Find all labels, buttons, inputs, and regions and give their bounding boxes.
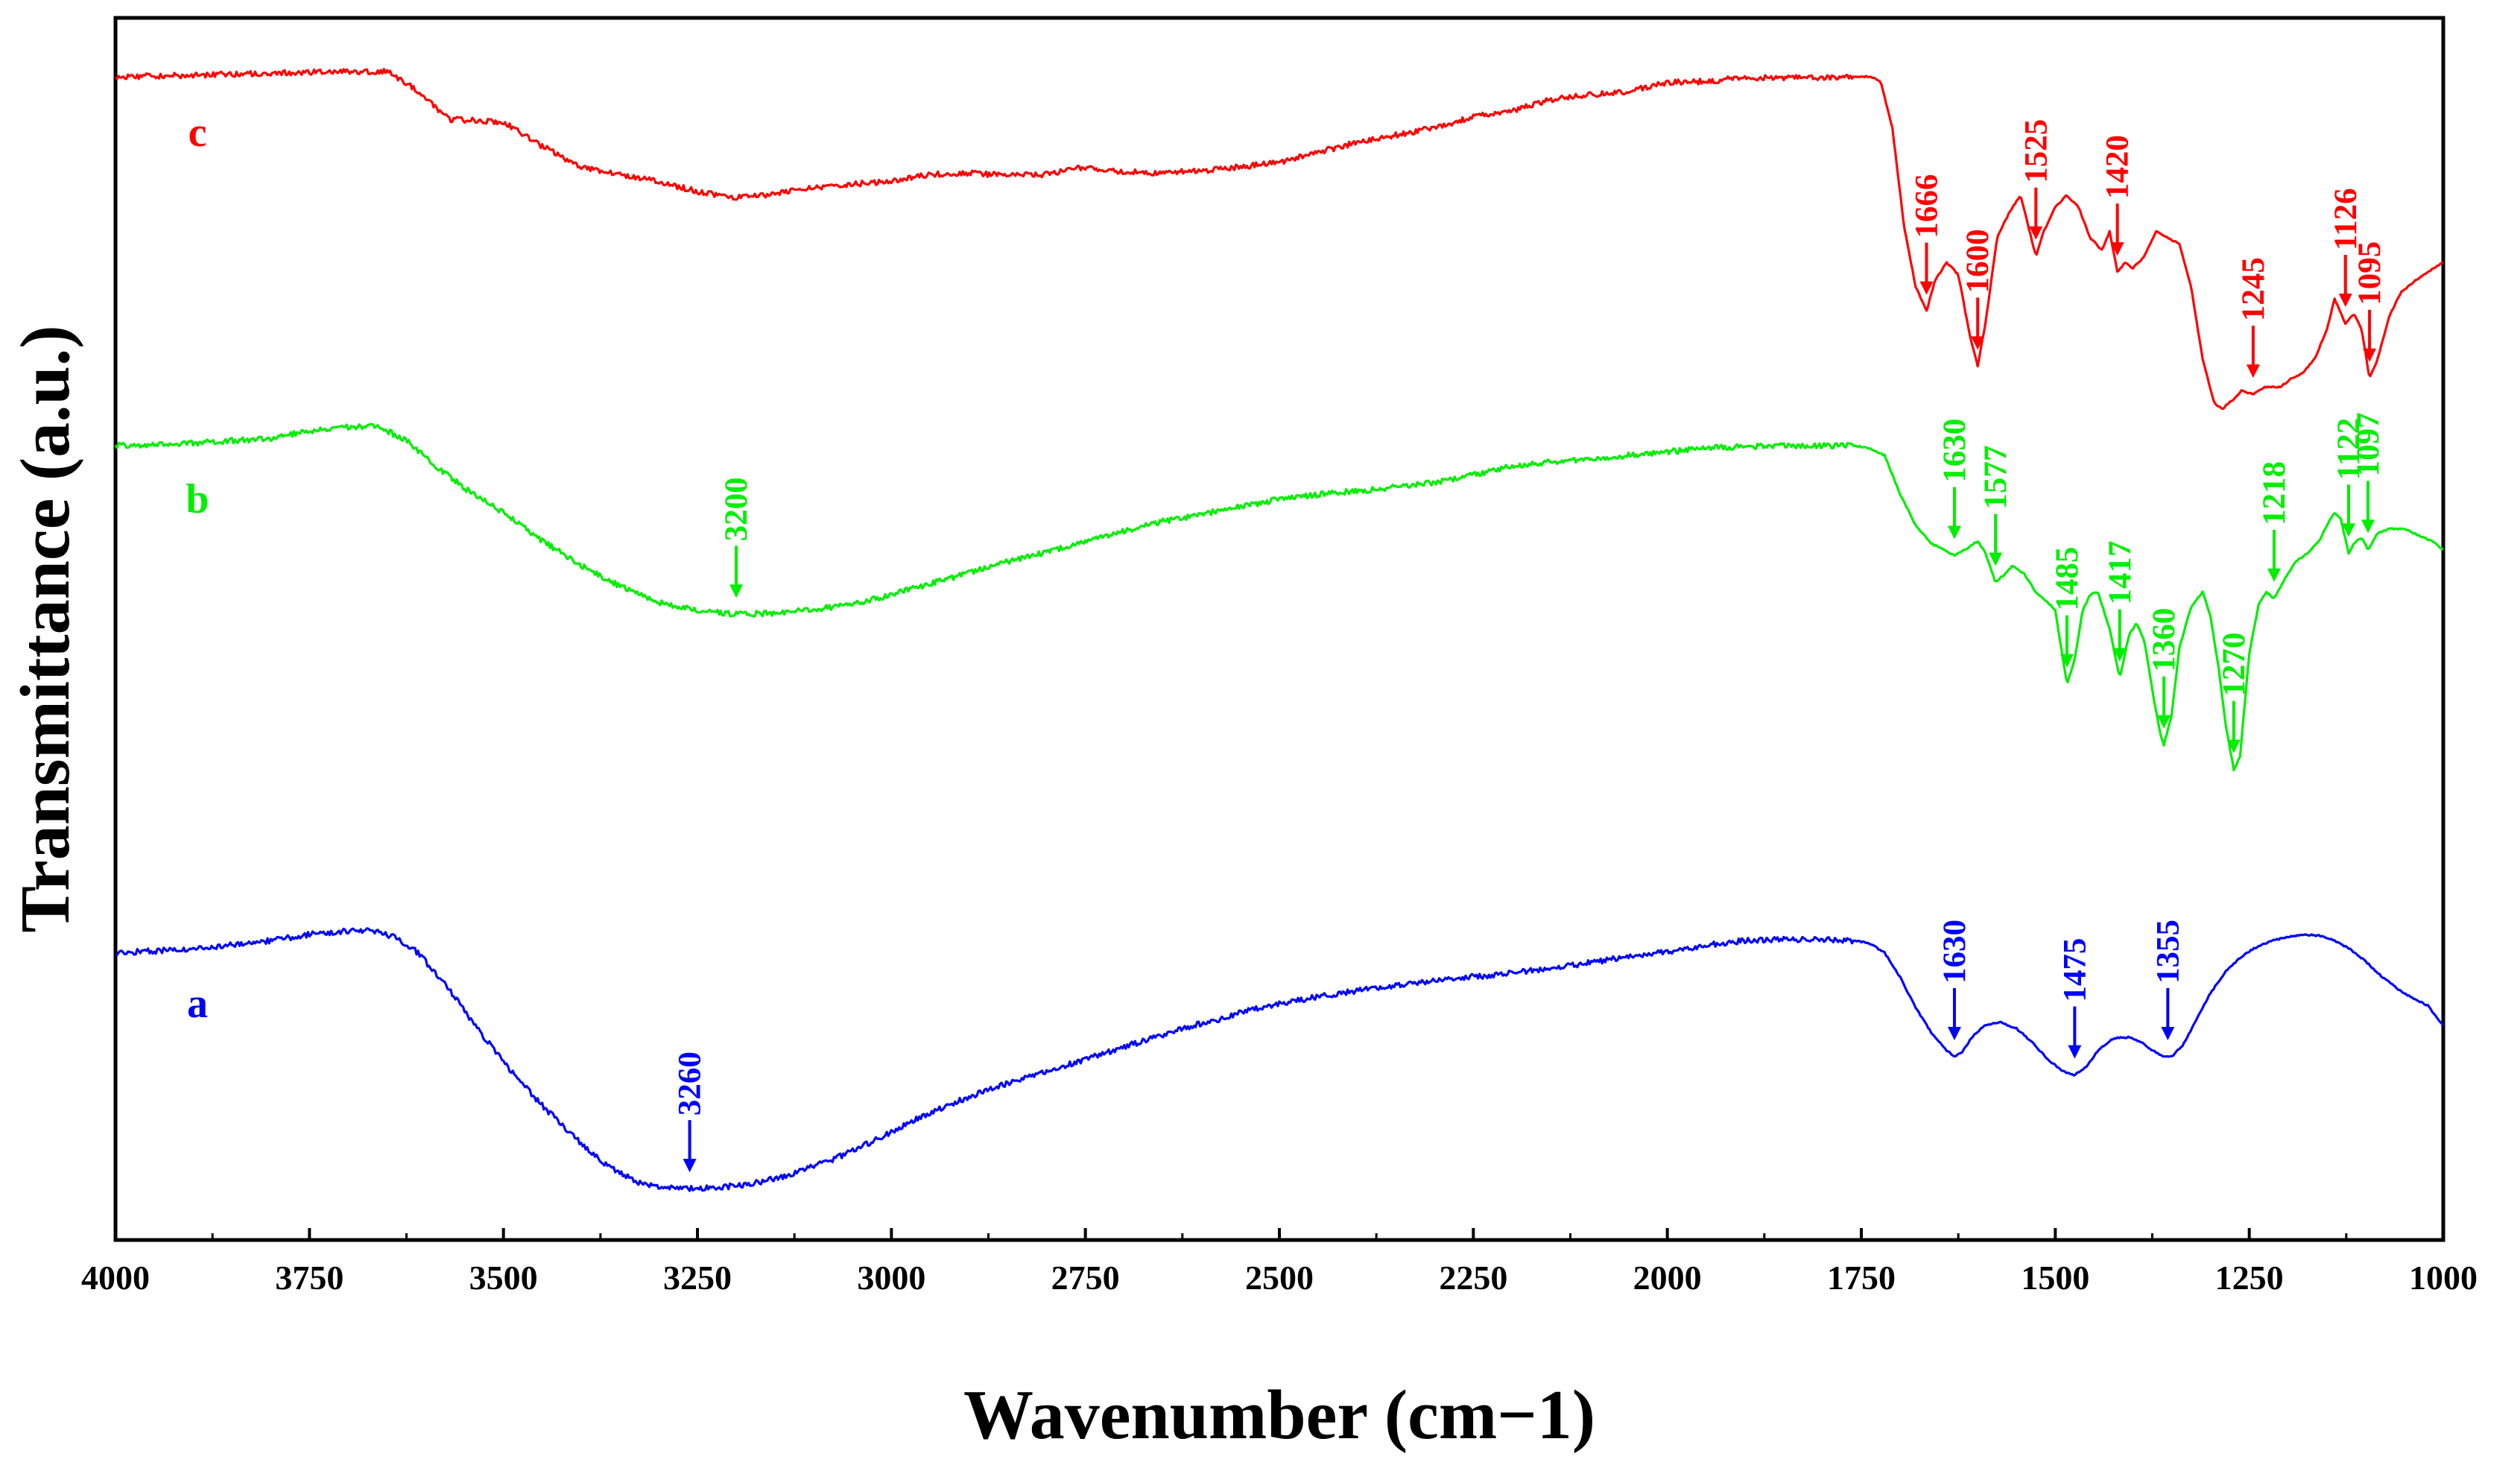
peak-annotation-c-1600: 1600 xyxy=(1960,229,1995,350)
x-tick-label: 2250 xyxy=(1439,1259,1507,1297)
peak-label: 1630 xyxy=(1937,920,1972,984)
x-tick-label: 2750 xyxy=(1051,1259,1120,1297)
peak-label: 1577 xyxy=(1978,446,2013,510)
peak-annotation-a-3260: 3260 xyxy=(673,1051,708,1173)
peak-annotation-c-1095: 1095 xyxy=(2352,241,2387,362)
x-tick-label: 1000 xyxy=(2409,1259,2478,1297)
series-label-b: b xyxy=(186,476,209,522)
peak-label: 1097 xyxy=(2351,412,2386,476)
peak-label: 1417 xyxy=(2103,541,2138,605)
peak-label: 1600 xyxy=(1960,229,1995,293)
peak-label: 1245 xyxy=(2236,257,2271,321)
peak-label: 1095 xyxy=(2352,241,2387,306)
peak-label: 1270 xyxy=(2217,633,2252,697)
x-tick-label: 3750 xyxy=(275,1259,344,1297)
x-tick-label: 2000 xyxy=(1633,1259,1702,1297)
x-tick-label: 1500 xyxy=(2021,1259,2089,1297)
peak-annotation-b-1122: 1122 xyxy=(2331,418,2367,537)
peak-annotation-b-1630: 1630 xyxy=(1937,419,1972,540)
peak-label: 1420 xyxy=(2100,135,2136,199)
peak-label: 1218 xyxy=(2257,461,2292,525)
peak-annotation-c-1245: 1245 xyxy=(2236,257,2271,379)
x-tick-label: 3500 xyxy=(469,1259,538,1297)
x-tick-label: 3000 xyxy=(857,1259,925,1297)
peak-label: 1360 xyxy=(2147,608,2182,672)
peak-annotation-a-1355: 1355 xyxy=(2150,920,2185,1040)
series-line-b xyxy=(114,423,2444,772)
series-label-a: a xyxy=(187,981,208,1027)
x-tick-label: 3250 xyxy=(663,1259,732,1297)
x-tick-label: 4000 xyxy=(81,1259,150,1297)
peak-annotation-c-1666: 1666 xyxy=(1909,174,1944,295)
peak-annotation-b-1360: 1360 xyxy=(2147,608,2182,729)
peak-label: 1666 xyxy=(1909,174,1944,238)
peak-label: 1355 xyxy=(2150,920,2185,984)
x-tick-label: 1750 xyxy=(1827,1259,1896,1297)
x-tick-label: 1250 xyxy=(2215,1259,2284,1297)
peak-label: 1475 xyxy=(2057,938,2092,1002)
peak-annotation-c-1420: 1420 xyxy=(2100,135,2136,256)
peak-annotation-b-1577: 1577 xyxy=(1978,446,2013,566)
peak-label: 1485 xyxy=(2050,547,2085,611)
peak-label: 1525 xyxy=(2019,119,2054,183)
x-axis-ticks: 4000 3750 3500 3250 3000 2750 2500 2250 2000 1750… xyxy=(81,1228,2478,1297)
peak-label: 1126 xyxy=(2329,188,2364,250)
peak-annotation-a-1630: 1630 xyxy=(1937,920,1972,1040)
peak-annotation-b-1270: 1270 xyxy=(2217,633,2252,753)
peak-annotation-a-1475: 1475 xyxy=(2057,938,2092,1059)
peak-label: 3200 xyxy=(719,477,754,541)
x-tick-label: 2500 xyxy=(1245,1259,1314,1297)
peak-annotation-b-1417: 1417 xyxy=(2103,541,2138,662)
peak-label: 1122 xyxy=(2331,418,2367,481)
peak-label: 1630 xyxy=(1937,419,1972,483)
series-line-c xyxy=(115,68,2444,411)
series-line-a xyxy=(115,927,2445,1192)
peak-annotation-c-1126: 1126 xyxy=(2329,188,2364,307)
peak-annotation-b-1485: 1485 xyxy=(2050,547,2085,668)
series-layer: c b a xyxy=(114,68,2445,1192)
y-axis-title: Transmittance (a.u.) xyxy=(7,325,84,932)
peak-annotation-b-1097: 1097 xyxy=(2351,412,2386,534)
series-label-c: c xyxy=(189,110,207,156)
peak-annotation-b-1218: 1218 xyxy=(2257,461,2292,582)
peak-annotation-c-1525: 1525 xyxy=(2019,119,2054,240)
peak-annotation-b-3200: 3200 xyxy=(719,477,754,598)
x-axis-title: Wavenumber (cm−1) xyxy=(963,1376,1595,1454)
peak-label: 3260 xyxy=(673,1051,708,1116)
